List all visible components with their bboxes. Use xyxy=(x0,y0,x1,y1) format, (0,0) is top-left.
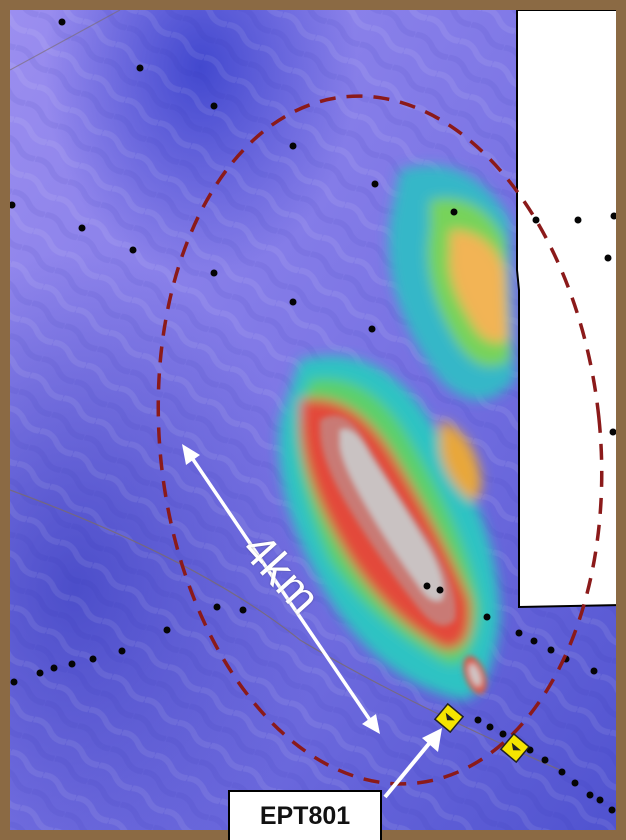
distance-arrow-icon xyxy=(182,444,380,734)
well-label-text: EPT801 xyxy=(259,801,351,830)
well-label: EPT801 xyxy=(228,790,382,840)
road-line-top xyxy=(10,10,121,71)
anomaly-peak xyxy=(320,415,487,695)
well-marker-icon xyxy=(433,702,465,734)
arrow-icon xyxy=(383,728,442,799)
survey-area-boundary xyxy=(516,10,616,609)
well-marker-icon xyxy=(499,732,531,764)
road-line xyxy=(10,489,561,771)
target-area-outline xyxy=(156,94,604,786)
station-dots xyxy=(10,18,616,814)
